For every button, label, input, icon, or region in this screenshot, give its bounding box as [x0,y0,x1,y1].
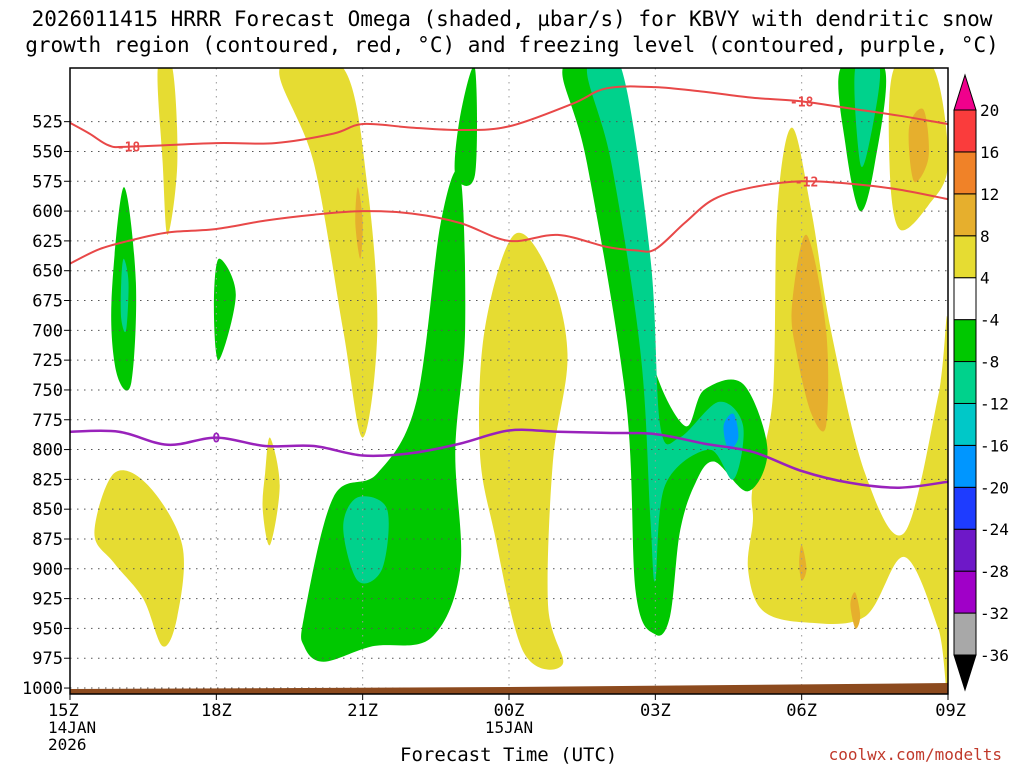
plot-area: -18 -18 -12 0 [70,68,948,694]
y-tick-label-1000: 1000 [22,679,63,699]
colorbar-label-1: -32 [980,604,1009,623]
x-tick-label-15: 06Z [786,701,817,721]
omega-pos-region-11 [908,108,929,183]
omega-pos-region-12 [918,437,948,548]
x-tick-label-18: 09Z [935,701,966,721]
colorbar-label-11: 12 [980,185,999,204]
colorbar-bin-9 [953,235,977,279]
y-tick-label-525: 525 [32,113,63,133]
omega-pos-region-1 [279,68,378,438]
y-tick-label-825: 825 [32,470,63,490]
freezing-level-label: 0 [212,432,220,447]
colorbar-bin-12 [953,109,977,153]
colorbar-bin-3 [953,486,977,530]
y-tick-label-625: 625 [32,232,63,252]
x-tick-sublabel-9: 15JAN [485,718,533,737]
y-tick-label-975: 975 [32,649,63,669]
x-tick-sublabel-0: 14JAN [48,718,96,737]
y-tick-label-950: 950 [32,619,63,639]
colorbar-label-3: -24 [980,520,1009,539]
y-tick-label-800: 800 [32,441,63,461]
omega-neg-region-2 [213,258,236,361]
y-tick-label-750: 750 [32,381,63,401]
omega-neg-region-4 [343,496,389,584]
colorbar-bin-11 [953,151,977,195]
colorbar-bin-7 [953,319,977,363]
x-axis-label: Forecast Time (UTC) [400,744,618,766]
colorbar-label-4: -20 [980,478,1009,497]
colorbar-bin-8 [953,277,977,321]
omega-neg-region-10 [854,68,881,167]
omega-pos-region-5 [478,232,568,670]
colorbar-label-12: 16 [980,143,999,162]
y-tick-label-700: 700 [32,321,63,341]
colorbar-bin-6 [953,361,977,404]
x-tick-label-9: 00Z [494,701,525,721]
y-tick-label-775: 775 [32,411,63,431]
colorbar [953,73,977,692]
colorbar-label-5: -16 [980,436,1009,455]
y-tick-label-575: 575 [32,172,63,192]
colorbar-label-7: -8 [980,353,999,372]
omega-neg-region-5 [454,68,478,186]
colorbar-label-9: 4 [980,269,990,288]
colorbar-label-2: -28 [980,562,1009,581]
omega-neg-region-7 [586,68,744,582]
omega-pos-region-3 [94,470,184,647]
omega-pos-region-7 [791,234,829,432]
omega-pos-region-0 [157,68,178,235]
isotherm-neg18-label-right: -18 [790,95,814,110]
x-tick-label-0: 15Z [48,701,79,721]
colorbar-label-8: -4 [980,311,999,330]
y-tick-label-900: 900 [32,560,63,580]
colorbar-bin-2 [953,528,977,572]
x-tick-label-3: 18Z [201,701,232,721]
colorbar-bin-5 [953,402,977,446]
isotherm-neg18-line [70,85,948,149]
y-tick-label-650: 650 [32,262,63,282]
isotherm-neg12-label: -12 [795,175,818,190]
colorbar-bottom-arrow [953,654,977,692]
omega-neg-region-6 [562,68,768,636]
y-tick-label-850: 850 [32,500,63,520]
colorbar-bin-4 [953,444,977,488]
isotherm-neg12-line [70,180,948,265]
colorbar-top-arrow [953,73,977,111]
chart-title: 2026011415 HRRR Forecast Omega (shaded, … [0,6,1024,58]
isotherm-neg18-label-left: -18 [117,141,141,156]
omega-neg-region-3 [301,169,466,662]
colorbar-label-10: 8 [980,227,990,246]
x-tick-label-12: 03Z [640,701,671,721]
omega-pos-region-9 [850,592,861,629]
y-tick-label-675: 675 [32,292,63,312]
colorbar-bin-10 [953,193,977,237]
x-tick-label-6: 21Z [347,701,378,721]
title-line-1: 2026011415 HRRR Forecast Omega (shaded, … [31,7,993,31]
omega-neg-region-8 [723,413,739,450]
colorbar-label-0: -36 [980,646,1009,665]
credit-text: coolwx.com/modelts [828,745,1002,764]
title-line-2: growth region (contoured, red, °C) and f… [25,33,999,57]
colorbar-bin-0 [953,612,977,656]
freezing-level-line [70,428,948,489]
x-tick-year-0: 2026 [48,735,87,754]
omega-pos-region-4 [262,437,280,546]
colorbar-bin-1 [953,570,977,614]
terrain-strip [70,683,948,694]
colorbar-label-6: -12 [980,394,1009,413]
colorbar-label-13: 20 [980,101,999,120]
y-tick-label-550: 550 [32,142,63,162]
y-tick-label-725: 725 [32,351,63,371]
y-tick-label-925: 925 [32,590,63,610]
omega-pos-region-8 [799,544,807,581]
y-tick-label-600: 600 [32,202,63,222]
y-tick-label-875: 875 [32,530,63,550]
omega-neg-region-1 [120,258,129,333]
